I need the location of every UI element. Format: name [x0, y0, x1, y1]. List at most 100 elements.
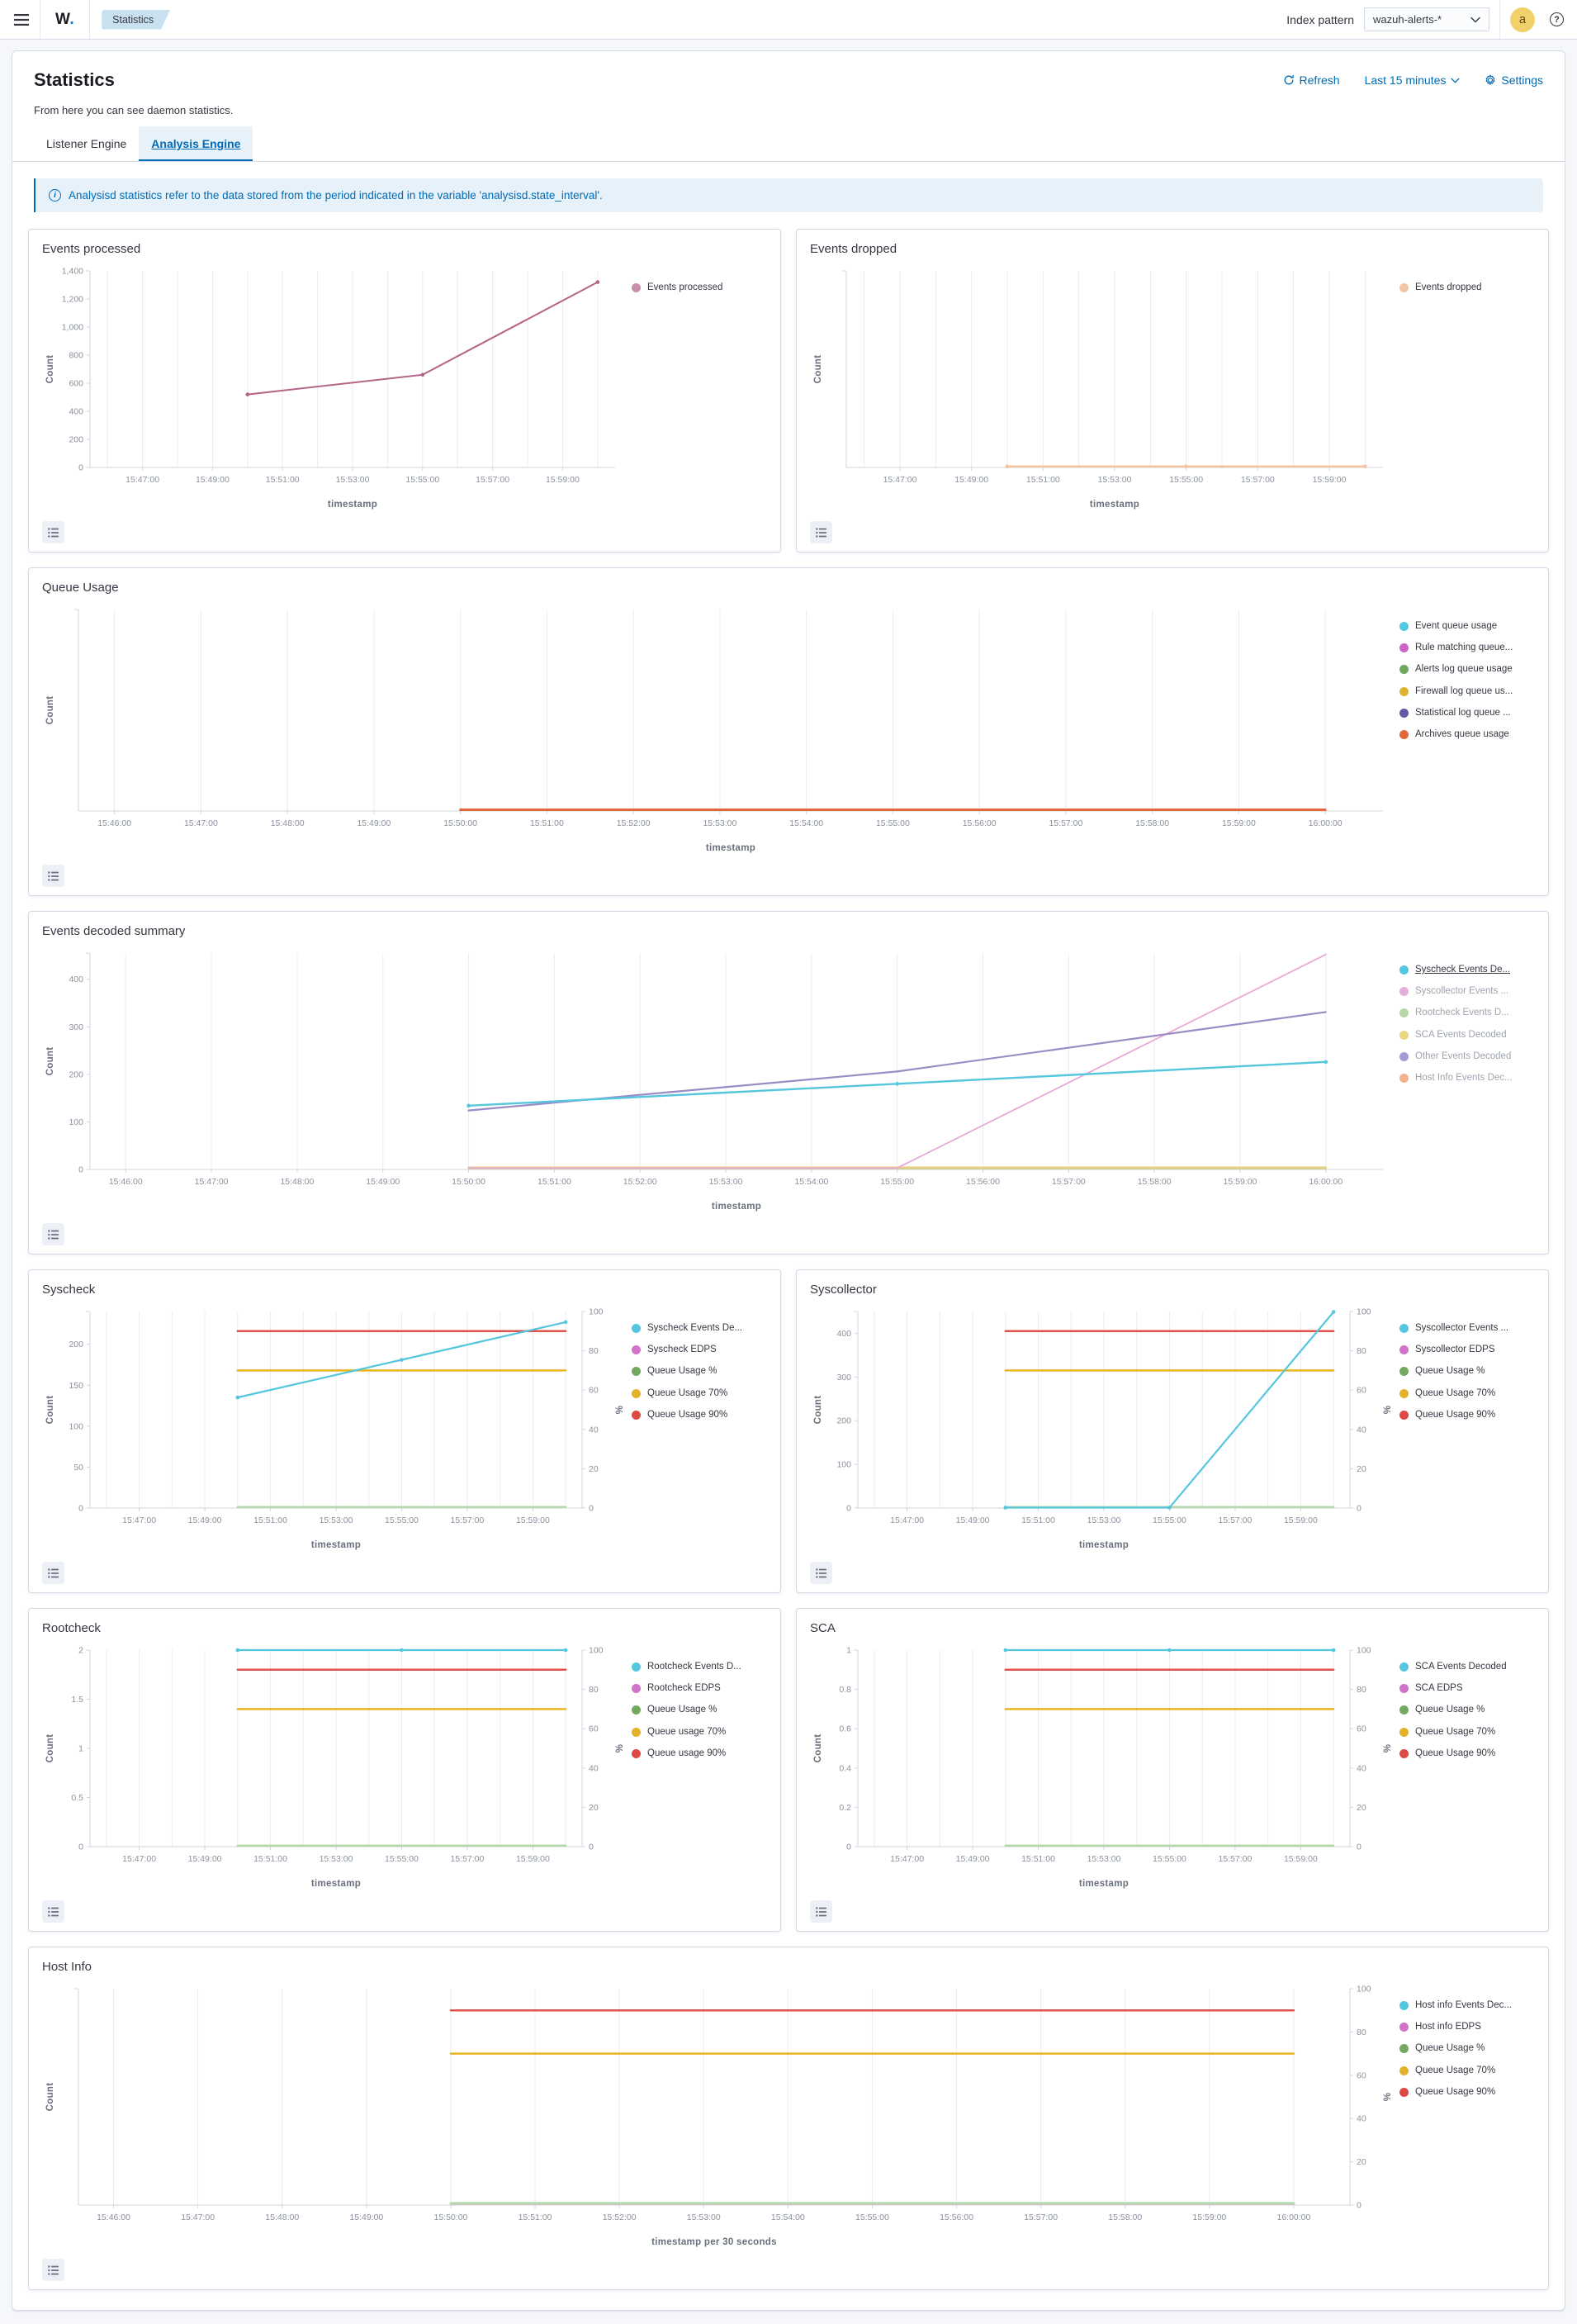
legend-item[interactable]: Other Events Decoded — [1399, 1051, 1535, 1062]
svg-text:100: 100 — [589, 1307, 604, 1317]
chart-events-processed: 15:47:00 15:49:00 15:51:00 15:53:00 15:55:00… — [45, 267, 615, 510]
svg-text:15:59:00: 15:59:00 — [1192, 2213, 1226, 2222]
legend-dot-icon — [632, 1345, 641, 1355]
legend-item[interactable]: Rule matching queue... — [1399, 643, 1535, 653]
svg-text:15:56:00: 15:56:00 — [940, 2213, 973, 2222]
svg-text:timestamp: timestamp — [706, 843, 755, 853]
legend-toggle-button[interactable] — [42, 1562, 64, 1584]
legend-item[interactable]: Queue Usage 90% — [1399, 1748, 1535, 1759]
svg-text:60: 60 — [589, 1386, 599, 1396]
legend-dot-icon — [1399, 2066, 1409, 2075]
svg-text:40: 40 — [1357, 1763, 1366, 1773]
avatar[interactable]: a — [1510, 7, 1535, 32]
svg-text:15:46:00: 15:46:00 — [109, 1177, 143, 1187]
chart-title: Events dropped — [810, 242, 897, 256]
tab-listener-engine[interactable]: Listener Engine — [46, 137, 127, 150]
svg-text:15:51:00: 15:51:00 — [266, 475, 300, 485]
settings-button[interactable]: Settings — [1485, 74, 1543, 87]
legend-toggle-button[interactable] — [42, 865, 64, 887]
legend-item[interactable]: Rootcheck EDPS — [632, 1683, 767, 1694]
svg-text:100: 100 — [69, 1421, 83, 1431]
svg-text:15:57:00: 15:57:00 — [1241, 475, 1275, 485]
legend-item[interactable]: Queue Usage 70% — [1399, 1727, 1535, 1738]
legend-label: Alerts log queue usage — [1415, 664, 1513, 675]
svg-text:15:57:00: 15:57:00 — [1024, 2213, 1058, 2222]
legend-item[interactable]: Syscollector EDPS — [1399, 1345, 1535, 1355]
legend-item[interactable]: Syscollector Events ... — [1399, 1323, 1535, 1334]
legend-item[interactable]: Queue Usage 90% — [1399, 2087, 1535, 2098]
svg-text:400: 400 — [69, 975, 83, 984]
refresh-button[interactable]: Refresh — [1283, 74, 1340, 87]
tab-analysis-engine[interactable]: Analysis Engine — [139, 126, 253, 161]
legend-toggle-button[interactable] — [42, 1223, 64, 1245]
legend-label: Queue Usage 90% — [1415, 2086, 1496, 2097]
svg-text:timestamp: timestamp — [311, 1540, 361, 1550]
svg-text:300: 300 — [836, 1373, 851, 1383]
legend-toggle-button[interactable] — [810, 521, 832, 543]
legend-item[interactable]: Syscheck Events De... — [1399, 965, 1535, 975]
legend-item[interactable]: Syscheck EDPS — [632, 1345, 767, 1355]
legend-item[interactable]: Rootcheck Events D... — [1399, 1008, 1535, 1018]
divider — [89, 0, 91, 39]
legend-item[interactable]: Rootcheck Events D... — [632, 1662, 767, 1672]
legend-toggle-button[interactable] — [42, 2259, 64, 2281]
legend-item[interactable]: Archives queue usage — [1399, 729, 1535, 740]
svg-text:300: 300 — [69, 1022, 83, 1032]
svg-text:40: 40 — [1357, 2114, 1366, 2124]
svg-text:200: 200 — [836, 1416, 851, 1426]
svg-text:Count: Count — [45, 355, 55, 384]
svg-text:15:55:00: 15:55:00 — [855, 2213, 889, 2222]
legend-item[interactable]: Firewall log queue us... — [1399, 686, 1535, 697]
legend-label: SCA Events Decoded — [1415, 1662, 1507, 1672]
svg-text:timestamp: timestamp — [1079, 1540, 1129, 1550]
svg-text:16:00:00: 16:00:00 — [1276, 2213, 1310, 2222]
legend-item[interactable]: Queue Usage % — [632, 1705, 767, 1715]
legend-item[interactable]: Queue Usage % — [1399, 2043, 1535, 2054]
legend-toggle-button[interactable] — [810, 1900, 832, 1923]
legend-item[interactable]: Events processed — [632, 282, 767, 293]
legend-toggle-button[interactable] — [42, 521, 64, 543]
legend-item[interactable]: Host info Events Dec... — [1399, 2000, 1535, 2011]
legend-item[interactable]: Queue Usage 70% — [632, 1388, 767, 1399]
legend-item[interactable]: Syscheck Events De... — [632, 1323, 767, 1334]
legend-dot-icon — [1399, 1727, 1409, 1737]
wazuh-logo[interactable]: W. — [55, 10, 75, 28]
chart-queue-usage: 15:46:00 15:47:00 15:48:00 15:49:00 15:50:00… — [45, 609, 1383, 853]
legend-item[interactable]: Statistical log queue ... — [1399, 708, 1535, 719]
legend-item[interactable]: SCA Events Decoded — [1399, 1030, 1535, 1041]
legend-item[interactable]: Syscollector Events ... — [1399, 986, 1535, 997]
legend-label: Events dropped — [1415, 282, 1482, 292]
legend-item[interactable]: Queue Usage % — [1399, 1366, 1535, 1377]
legend-item[interactable]: Queue Usage 90% — [632, 1410, 767, 1420]
legend-item[interactable]: Host Info Events Dec... — [1399, 1073, 1535, 1084]
svg-text:15:57:00: 15:57:00 — [476, 475, 509, 485]
legend-item[interactable]: Queue Usage % — [632, 1366, 767, 1377]
menu-hamburger-icon[interactable] — [3, 0, 40, 39]
legend-toggle-button[interactable] — [42, 1900, 64, 1923]
svg-text:400: 400 — [836, 1329, 851, 1339]
legend-item[interactable]: Event queue usage — [1399, 621, 1535, 632]
legend-label: Queue Usage 90% — [1415, 1748, 1496, 1758]
legend-toggle-button[interactable] — [810, 1562, 832, 1584]
legend-item[interactable]: Events dropped — [1399, 282, 1535, 293]
legend-item[interactable]: Queue Usage 70% — [1399, 1388, 1535, 1399]
legend-item[interactable]: Queue Usage 90% — [1399, 1410, 1535, 1420]
legend-item[interactable]: SCA Events Decoded — [1399, 1662, 1535, 1672]
chart-title: Syscollector — [810, 1283, 877, 1297]
legend-item[interactable]: SCA EDPS — [1399, 1683, 1535, 1694]
svg-text:Count: Count — [45, 1734, 55, 1763]
legend-dot-icon — [632, 1324, 641, 1333]
legend-item[interactable]: Host info EDPS — [1399, 2022, 1535, 2032]
time-range-selector[interactable]: Last 15 minutes — [1365, 74, 1461, 87]
legend-dot-icon — [1399, 665, 1409, 675]
breadcrumb[interactable]: Statistics — [102, 10, 170, 30]
legend-item[interactable]: Queue usage 70% — [632, 1727, 767, 1738]
legend-item[interactable]: Alerts log queue usage — [1399, 664, 1535, 675]
index-pattern-select[interactable]: wazuh-alerts-* — [1364, 7, 1489, 31]
help-icon[interactable]: ? — [1550, 12, 1564, 26]
legend-item[interactable]: Queue usage 90% — [632, 1748, 767, 1759]
legend-item[interactable]: Queue Usage % — [1399, 1705, 1535, 1715]
legend-item[interactable]: Queue Usage 70% — [1399, 2066, 1535, 2076]
legend-label: Queue Usage % — [647, 1705, 717, 1715]
legend-label: Event queue usage — [1415, 621, 1498, 631]
